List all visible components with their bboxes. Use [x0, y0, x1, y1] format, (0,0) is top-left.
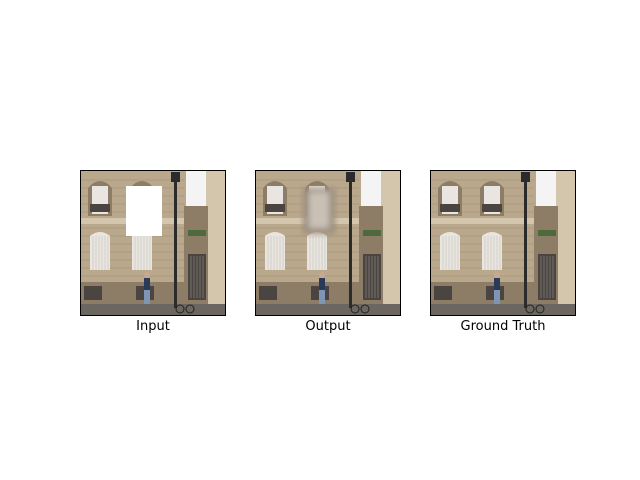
lamp-post	[524, 178, 527, 308]
bicycle-wheel	[350, 304, 360, 314]
ground-truth-facade-image	[430, 170, 576, 316]
ground-truth-image-panel	[430, 170, 576, 316]
balcony-railing	[90, 204, 110, 212]
balcony-railing	[265, 204, 285, 212]
pedestrian-head	[494, 272, 500, 278]
right-building	[381, 170, 401, 316]
mask-hole	[126, 186, 162, 236]
pedestrian-body	[144, 278, 150, 290]
input-caption: Input	[136, 319, 170, 334]
bicycle-wheel	[360, 304, 370, 314]
lamp-post	[349, 178, 352, 308]
basement-vent	[259, 286, 277, 300]
plinth	[255, 282, 359, 304]
planter	[363, 230, 381, 236]
lamp-post	[174, 178, 177, 308]
plinth	[430, 282, 534, 304]
basement-vent	[434, 286, 452, 300]
lamp-head	[521, 172, 530, 182]
lamp-head	[171, 172, 180, 182]
bicycle-wheel	[185, 304, 195, 314]
balcony-railing	[482, 204, 502, 212]
plinth	[80, 282, 184, 304]
ground-truth-caption: Ground Truth	[460, 319, 546, 334]
bicycle-wheel	[535, 304, 545, 314]
right-building	[206, 170, 226, 316]
pedestrian-legs	[319, 290, 325, 304]
pedestrian-body	[494, 278, 500, 290]
bicycle-wheel	[175, 304, 185, 314]
output-facade-image	[255, 170, 401, 316]
basement-vent	[84, 286, 102, 300]
planter	[188, 230, 206, 236]
inpainted-region	[303, 188, 335, 234]
right-building	[556, 170, 576, 316]
output-image-panel	[255, 170, 401, 316]
input-image-panel	[80, 170, 226, 316]
lamp-head	[346, 172, 355, 182]
planter	[538, 230, 556, 236]
output-caption: Output	[305, 319, 351, 334]
street	[255, 304, 401, 316]
pedestrian-legs	[494, 290, 500, 304]
bicycle-wheel	[525, 304, 535, 314]
street	[430, 304, 576, 316]
pedestrian-legs	[144, 290, 150, 304]
pedestrian-body	[319, 278, 325, 290]
cornice-band	[430, 218, 534, 224]
balcony-railing	[440, 204, 460, 212]
input-facade-image	[80, 170, 226, 316]
street	[80, 304, 226, 316]
pedestrian-head	[144, 272, 150, 278]
pedestrian-head	[319, 272, 325, 278]
